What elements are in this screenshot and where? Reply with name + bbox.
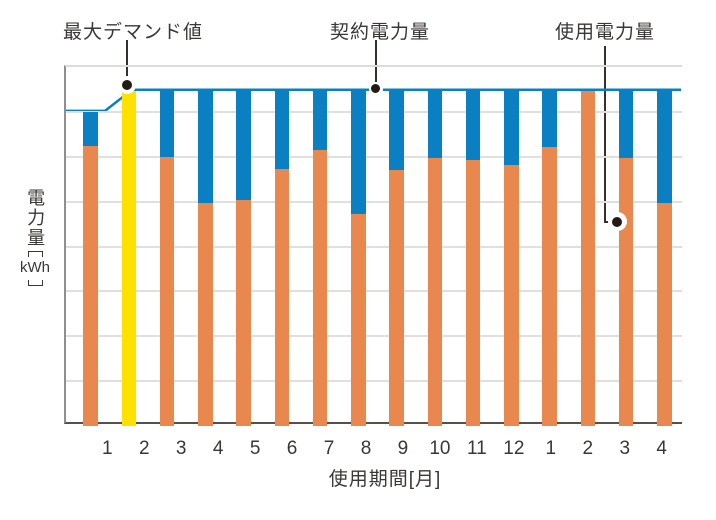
- bar-contract-segment: [504, 90, 519, 165]
- bar-used-segment: [580, 90, 595, 426]
- contract-power-leader-line: [374, 40, 377, 85]
- bar-used-segment: [312, 150, 328, 426]
- bar-contract-segment: [159, 90, 175, 157]
- x-axis-ticks: 1 2 3 4 5 6 7 8 9 10 11 12 1 2 3 4: [64, 438, 682, 460]
- x-tick-label: 3: [619, 438, 631, 459]
- bar-used-segment: [427, 157, 442, 426]
- bar-contract-segment: [465, 90, 481, 161]
- gridline: [66, 245, 682, 248]
- x-tick-label: 12: [503, 438, 525, 459]
- x-tick-label: 7: [323, 438, 335, 459]
- x-tick-label: 8: [360, 438, 372, 459]
- x-tick-label: 4: [212, 438, 224, 459]
- max-demand-bar: [121, 90, 136, 426]
- x-tick-label: 1: [102, 438, 113, 459]
- bar-used-segment: [274, 169, 289, 426]
- bar-contract-segment: [618, 90, 634, 158]
- usage-power-leader-line: [603, 46, 606, 222]
- bar-contract-segment: [657, 90, 672, 204]
- gridline: [66, 155, 682, 158]
- max-demand-dot: [121, 79, 132, 90]
- bar-used-segment: [618, 157, 634, 426]
- y-axis-bracket-close-icon: [27, 279, 43, 286]
- y-axis-label: 電力量 kWh: [14, 188, 56, 289]
- max-demand-leader-line: [125, 40, 128, 81]
- bar-used-segment: [198, 202, 213, 426]
- contract-power-label: 契約電力量: [330, 22, 431, 43]
- bar-used-segment: [351, 213, 366, 426]
- bar-used-segment: [542, 146, 557, 426]
- gridline: [66, 200, 682, 203]
- bar-used-segment: [159, 156, 175, 426]
- x-tick-label: 5: [249, 438, 261, 459]
- gridline: [66, 290, 682, 293]
- bar-contract-segment: [427, 90, 442, 158]
- usage-power-dot: [612, 216, 622, 227]
- x-tick-label: 2: [138, 438, 150, 459]
- x-tick-label: 4: [656, 438, 667, 459]
- bar-used-segment: [389, 169, 404, 426]
- x-tick-label: 2: [582, 438, 594, 459]
- gridline: [66, 110, 682, 113]
- y-axis-unit: kWh: [20, 259, 50, 276]
- y-axis-label-text: 電力量: [25, 188, 46, 248]
- x-tick-label: 1: [545, 438, 557, 459]
- bar-used-segment: [236, 200, 251, 426]
- x-axis-title: 使用期間[月]: [328, 469, 442, 490]
- y-axis-bracket-open-icon: [27, 251, 43, 257]
- contract-power-dot: [371, 84, 380, 93]
- bar-used-segment: [657, 203, 672, 426]
- bar-contract-segment: [389, 90, 404, 170]
- x-tick-label: 3: [175, 438, 187, 459]
- plot-area: [64, 65, 682, 426]
- bar-contract-segment: [236, 90, 251, 201]
- bar-contract-segment: [198, 90, 213, 203]
- bar-contract-segment: [312, 90, 328, 151]
- bar-contract-segment: [274, 90, 289, 170]
- gridline: [66, 380, 682, 383]
- bar-used-segment: [504, 164, 519, 426]
- bar-used-segment: [83, 145, 98, 426]
- x-tick-label: 9: [397, 438, 409, 459]
- x-tick-label: 10: [429, 438, 451, 459]
- x-tick-label: 6: [286, 438, 298, 459]
- bar-contract-segment: [83, 111, 98, 146]
- bar-contract-segment: [351, 90, 366, 214]
- max-demand-label: 最大デマンド値: [63, 22, 204, 43]
- usage-power-label: 使用電力量: [555, 22, 656, 43]
- gridline: [66, 335, 682, 338]
- x-tick-label: 11: [467, 438, 487, 459]
- bar-contract-segment: [542, 90, 557, 147]
- bar-used-segment: [465, 160, 481, 426]
